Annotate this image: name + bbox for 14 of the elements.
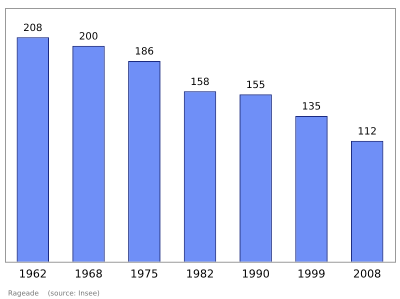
data-label: 186 bbox=[134, 46, 154, 58]
x-tick-label: 1968 bbox=[74, 267, 103, 280]
x-tick-label: 2008 bbox=[353, 267, 382, 280]
data-label: 200 bbox=[79, 31, 98, 42]
x-tick-label: 1962 bbox=[18, 267, 47, 280]
data-label: 208 bbox=[23, 22, 42, 34]
x-tick-label: 1982 bbox=[186, 267, 214, 280]
data-label: 158 bbox=[190, 76, 210, 88]
x-tick-label: 1975 bbox=[130, 267, 158, 280]
data-label: 112 bbox=[358, 126, 377, 138]
data-label: 155 bbox=[246, 80, 266, 92]
x-tick-label: 1999 bbox=[297, 267, 326, 280]
x-tick-label: 1990 bbox=[242, 267, 270, 280]
data-label: 135 bbox=[302, 102, 321, 113]
